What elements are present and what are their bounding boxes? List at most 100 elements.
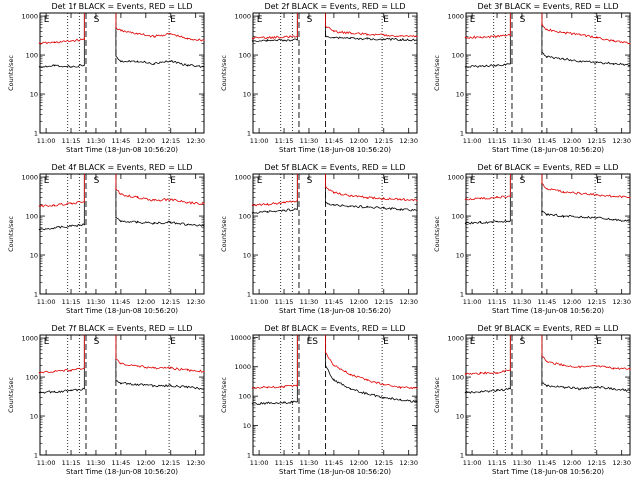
data-point xyxy=(38,205,41,207)
data-point xyxy=(366,379,368,382)
data-point xyxy=(509,34,511,36)
data-point xyxy=(120,363,122,365)
data-point xyxy=(53,227,56,229)
x-tick-label: 11:00 xyxy=(37,459,56,467)
data-point xyxy=(416,209,418,211)
x-tick-label: 11:45 xyxy=(325,298,344,306)
x-axis-label: Start Time (18-Jun-08 10:56:20) xyxy=(279,146,391,154)
y-tick-label: 100 xyxy=(26,52,38,60)
flag-label: E xyxy=(596,176,602,186)
y-tick-label: 10 xyxy=(30,252,38,260)
data-point xyxy=(579,216,581,218)
panel-det-6: Det 6f BLACK = Events, RED = LLD 1 10 100 10… xyxy=(433,163,631,315)
lld-series-line xyxy=(115,26,205,42)
x-tick-label: 11:45 xyxy=(325,137,344,145)
data-point xyxy=(596,61,598,63)
data-point xyxy=(53,204,56,206)
x-tick-label: 12:00 xyxy=(136,459,155,467)
x-tick-label: 11:00 xyxy=(37,298,56,306)
x-tick-label: 11:00 xyxy=(250,137,269,145)
x-tick-label: 11:30 xyxy=(87,298,106,306)
lld-series-line xyxy=(39,201,85,208)
panel-title: Det 5f BLACK = Events, RED = LLD xyxy=(264,163,405,172)
data-point xyxy=(153,35,155,38)
data-point xyxy=(251,40,254,42)
lld-series-line xyxy=(465,195,511,201)
lld-series-line xyxy=(465,369,511,376)
y-tick-label: 100 xyxy=(239,52,251,60)
lld-series-line xyxy=(252,384,298,389)
y-tick-label: 1 xyxy=(34,291,38,299)
data-point xyxy=(562,215,565,217)
data-point xyxy=(464,391,467,394)
data-point xyxy=(546,360,548,363)
x-tick-label: 11:15 xyxy=(275,137,294,145)
data-point xyxy=(562,386,565,388)
x-tick-label: 12:15 xyxy=(374,459,393,467)
y-tick-label: 1000 xyxy=(447,13,464,21)
data-point xyxy=(283,386,285,388)
data-point xyxy=(541,211,543,213)
data-point xyxy=(186,224,188,226)
data-point xyxy=(349,32,352,34)
y-tick-label: 1 xyxy=(460,291,464,299)
data-point xyxy=(464,373,467,375)
data-point xyxy=(399,38,401,41)
flag-label: E xyxy=(383,176,389,186)
x-tick-label: 12:30 xyxy=(612,298,631,306)
y-axis-label: Counts/sec xyxy=(433,377,441,413)
data-point xyxy=(541,355,543,357)
data-point xyxy=(324,25,327,27)
y-axis-label: Counts/sec xyxy=(220,377,228,413)
flag-label: E xyxy=(470,15,476,25)
data-point xyxy=(383,383,385,386)
data-point xyxy=(324,186,327,188)
events-series-line xyxy=(465,63,511,68)
x-tick-label: 11:30 xyxy=(513,298,532,306)
data-point xyxy=(251,403,254,405)
panel-title: Det 6f BLACK = Events, RED = LLD xyxy=(477,163,618,172)
y-tick-label: 1 xyxy=(247,291,251,299)
events-series-line xyxy=(541,382,631,392)
flag-label: E xyxy=(44,337,50,347)
events-series-line xyxy=(39,223,85,231)
data-point xyxy=(283,209,285,211)
data-point xyxy=(203,202,205,205)
x-tick-label: 11:15 xyxy=(488,137,507,145)
x-tick-label: 11:45 xyxy=(538,298,557,306)
y-tick-label: 1 xyxy=(34,130,38,138)
data-point xyxy=(399,198,401,200)
y-axis-label: Counts/sec xyxy=(7,216,15,252)
data-point xyxy=(70,389,72,392)
data-point xyxy=(496,64,498,66)
data-point xyxy=(83,64,85,66)
data-point xyxy=(349,195,352,197)
data-point xyxy=(186,386,188,388)
panel-det-3: Det 3f BLACK = Events, RED = LLD 1 10 100 10… xyxy=(433,2,631,154)
events-series-line xyxy=(325,202,418,212)
y-tick-label: 1000 xyxy=(234,363,251,371)
y-tick-label: 10 xyxy=(30,413,38,421)
data-point xyxy=(629,389,631,392)
lld-series-line xyxy=(541,182,631,199)
data-point xyxy=(612,40,614,42)
data-point xyxy=(509,195,511,197)
data-point xyxy=(496,221,498,223)
data-point xyxy=(251,37,254,39)
events-series-line xyxy=(252,208,298,214)
data-point xyxy=(120,60,122,62)
flag-label: S xyxy=(520,15,526,25)
x-tick-label: 11:00 xyxy=(463,459,482,467)
data-point xyxy=(509,220,511,222)
y-tick-label: 10000 xyxy=(230,334,251,342)
y-tick-label: 100 xyxy=(452,52,464,60)
data-point xyxy=(203,388,205,390)
data-point xyxy=(612,195,614,197)
x-tick-label: 11:30 xyxy=(513,137,532,145)
y-tick-label: 1 xyxy=(247,130,251,138)
panel-det-2: Det 2f BLACK = Events, RED = LLD 1 10 100 10… xyxy=(220,2,418,154)
plot-frame xyxy=(39,173,205,295)
lld-series-line xyxy=(39,367,85,374)
x-tick-label: 12:30 xyxy=(612,137,631,145)
y-tick-label: 100 xyxy=(26,213,38,221)
